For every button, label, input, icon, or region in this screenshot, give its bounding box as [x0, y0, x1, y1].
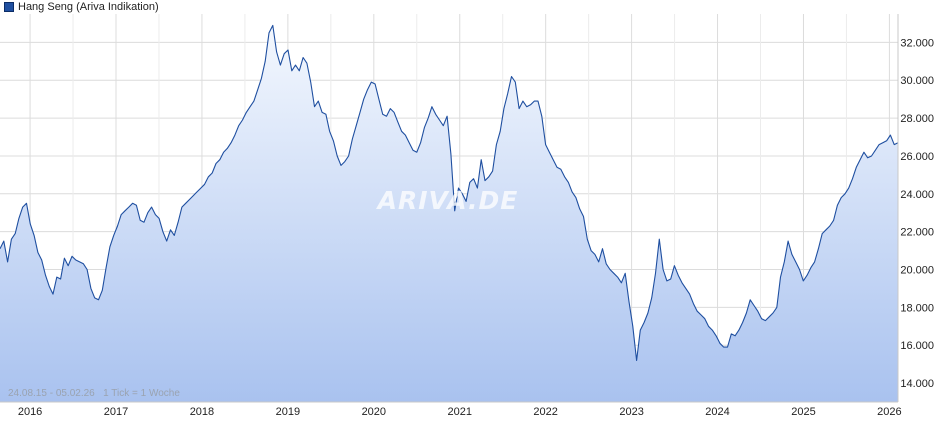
series-line [0, 24, 899, 361]
x-tick-label: 2020 [362, 406, 386, 418]
period-range: 24.08.15 - 05.02.26 [8, 388, 95, 399]
x-tick-label: 2018 [190, 406, 214, 418]
x-tick-label: 2016 [18, 406, 42, 418]
watermark: ARIVA.DE [377, 186, 519, 215]
x-tick-label: 2026 [877, 406, 901, 418]
y-tick-label: 22.000 [900, 227, 934, 239]
y-tick-label: 32.000 [900, 37, 934, 49]
y-tick-label: 30.000 [900, 75, 934, 87]
legend: Hang Seng (Ariva Indikation) [4, 0, 159, 14]
x-tick-label: 2017 [104, 406, 128, 418]
y-axis: 14.000 16.000 18.000 20.000 22.000 24.000 26.0… [900, 37, 934, 390]
x-tick-label: 2022 [533, 406, 557, 418]
y-tick-label: 14.000 [900, 378, 934, 390]
y-tick-label: 28.000 [900, 113, 934, 125]
y-tick-label: 20.000 [900, 265, 934, 277]
period-label: 24.08.15 - 05.02.26 1 Tick = 1 Woche [8, 388, 180, 399]
x-tick-label: 2025 [791, 406, 815, 418]
legend-label: Hang Seng (Ariva Indikation) [18, 1, 159, 13]
tick-info: 1 Tick = 1 Woche [103, 388, 180, 399]
legend-swatch [4, 2, 14, 12]
y-tick-label: 24.000 [900, 189, 934, 201]
y-tick-label: 16.000 [900, 340, 934, 352]
x-tick-label: 2024 [705, 406, 729, 418]
area-fill [0, 25, 898, 403]
y-tick-label: 18.000 [900, 302, 934, 314]
y-tick-label: 26.000 [900, 151, 934, 163]
x-tick-label: 2023 [619, 406, 643, 418]
x-tick-label: 2019 [276, 406, 300, 418]
x-tick-label: 2021 [447, 406, 471, 418]
x-axis: 2016 2017 2018 2019 2020 2021 2022 2023 2024 2025… [18, 406, 902, 418]
